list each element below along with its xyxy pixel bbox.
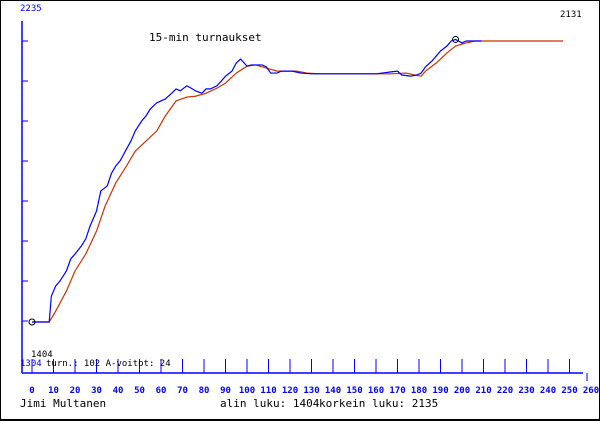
series-line-average xyxy=(32,40,564,323)
x-tick-label: 90 xyxy=(220,386,231,396)
x-tick-label: 170 xyxy=(389,386,405,396)
series-line-rating xyxy=(32,38,482,323)
x-tick-label: 60 xyxy=(156,386,167,396)
peak-marker xyxy=(452,35,460,43)
x-tick-label: 120 xyxy=(282,386,298,396)
x-tick-label: 150 xyxy=(346,386,362,396)
player-name: Jimi Multanen xyxy=(20,397,107,410)
chart-title: 15-min turnaukset xyxy=(149,31,262,44)
x-tick-label: 20 xyxy=(70,386,81,396)
start-value-label: 1404 xyxy=(31,350,53,360)
max-rating-label: korkein luku: 2135 xyxy=(319,397,439,410)
x-tick-label: 50 xyxy=(134,386,145,396)
x-tick-label: 100 xyxy=(239,386,255,396)
end-value-label: 2131 xyxy=(560,10,582,20)
x-tick-label: 180 xyxy=(411,386,427,396)
y-top-label: 2235 xyxy=(20,4,42,14)
x-tick-label: 200 xyxy=(454,386,470,396)
x-tick-label: 110 xyxy=(260,386,276,396)
x-tick-label: 130 xyxy=(303,386,319,396)
stats-text: turn.: 102 A-voitot: 24 xyxy=(46,359,171,369)
x-tick-label: 260 xyxy=(583,386,599,396)
x-tick-label: 240 xyxy=(540,386,556,396)
x-tick-label: 0 xyxy=(29,386,34,396)
x-tick-label: 160 xyxy=(368,386,384,396)
x-tick-label: 40 xyxy=(113,386,124,396)
x-tick-label: 30 xyxy=(91,386,102,396)
x-tick-label: 230 xyxy=(518,386,534,396)
x-tick-label: 210 xyxy=(475,386,491,396)
x-tick-label: 80 xyxy=(199,386,210,396)
x-tick-label: 140 xyxy=(325,386,341,396)
x-tick-label: 10 xyxy=(48,386,59,396)
min-rating-label: alin luku: 1404 xyxy=(220,397,320,410)
x-tick-label: 70 xyxy=(177,386,188,396)
x-tick-label: 190 xyxy=(432,386,448,396)
x-tick-label: 250 xyxy=(561,386,577,396)
y-bottom-label: 1304 xyxy=(20,359,42,369)
x-tick-label: 220 xyxy=(497,386,513,396)
start-marker xyxy=(28,318,36,326)
